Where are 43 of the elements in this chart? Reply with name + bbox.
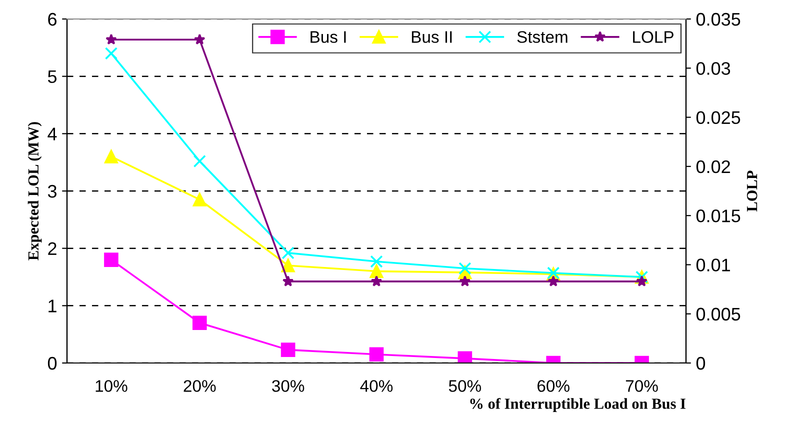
y-tick-label: 0 [48,356,57,370]
y-tick-label: 2 [48,242,56,255]
point [280,342,296,357]
legend-label: LOLP [633,31,674,43]
y2-axis-title: LOLP [746,170,758,212]
point [370,255,383,268]
y-tick-label: 3 [48,184,56,198]
y-tick-label: 1 [48,300,56,312]
y2-tick-label: 0.025 [696,111,740,124]
y-axis-title: Expected LOL (MW) [28,122,42,260]
x-tick-label: 10% [96,380,128,392]
point [104,150,118,164]
point [192,316,207,330]
x-tick-label: 50% [448,380,482,392]
point [104,47,118,60]
point [458,351,472,363]
legend-label: Ststem [517,31,568,43]
point [104,252,118,267]
x-tick-label: 30% [272,380,304,392]
x-tick-label: 70% [626,380,658,392]
legend-label: Bus I [310,31,346,43]
point [192,192,206,206]
x-tick-label: 20% [184,380,216,392]
x-tick-label: 40% [360,380,393,392]
y2-tick-label: 0.03 [696,62,730,75]
x-tick-label: 60% [538,380,570,392]
y2-tick-label: 0.02 [696,160,730,174]
y2-tick-label: 0 [696,356,706,370]
x-axis-title: % of Interruptible Load on Bus I [470,398,686,412]
point [282,246,294,260]
y2-tick-label: 0.01 [696,258,730,272]
y-tick-label: 6 [48,12,56,26]
y2-tick-label: 0.015 [696,210,740,222]
point [370,264,384,278]
point [458,262,472,275]
point [369,347,384,362]
y-tick-label: 5 [48,70,57,84]
y-tick-label: 4 [48,128,57,140]
y2-tick-label: 0.005 [696,308,740,321]
point [281,258,295,272]
legend-label: Bus II [412,31,452,43]
point [193,154,206,168]
y2-tick-label: 0.035 [696,12,740,26]
